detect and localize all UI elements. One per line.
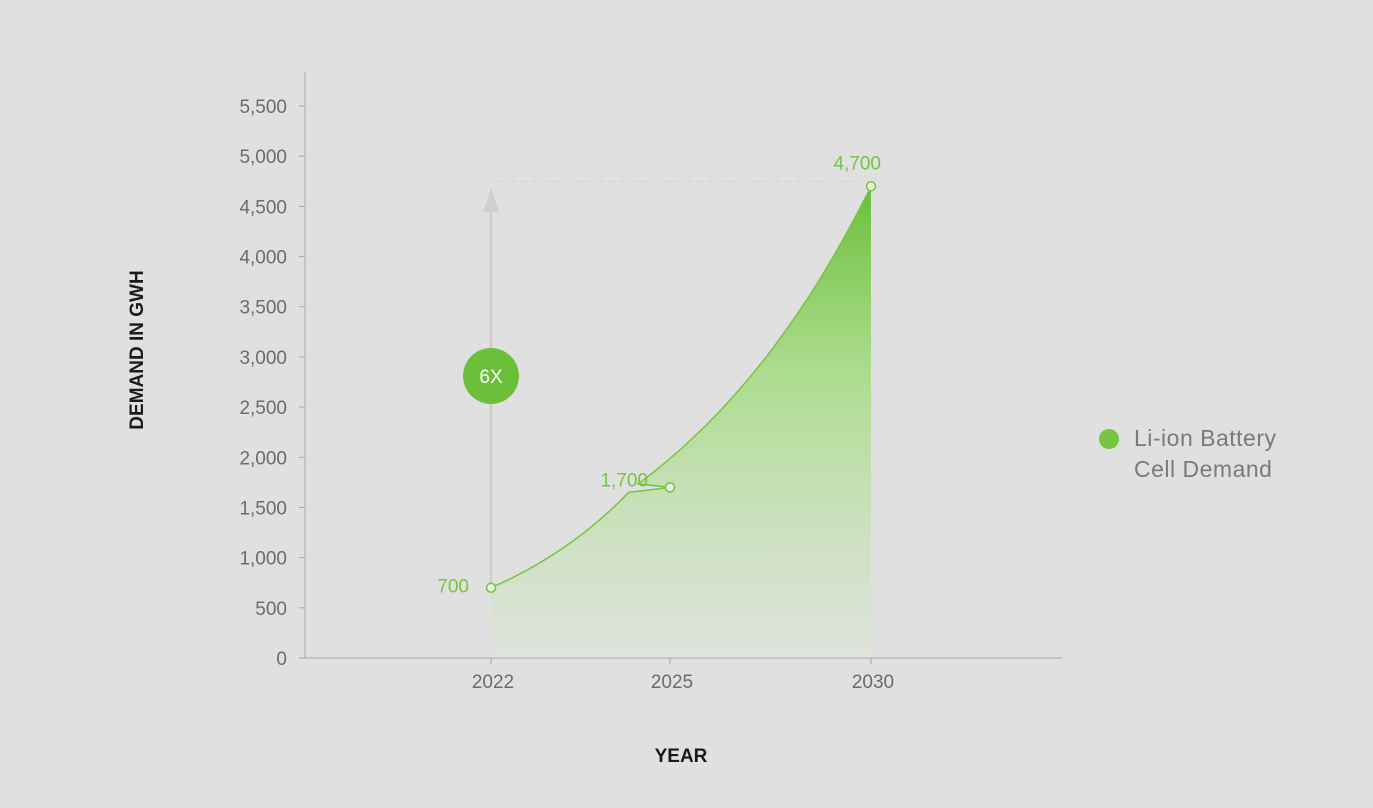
y-tick-label: 4,000 xyxy=(239,248,287,269)
x-tick-label: 2030 xyxy=(852,672,894,693)
legend: Li-ion Battery Cell Demand xyxy=(1099,425,1277,482)
data-point xyxy=(865,181,877,192)
growth-badge: 6X xyxy=(463,348,519,404)
series-area xyxy=(491,186,871,659)
data-label: 700 xyxy=(437,577,469,598)
y-tick-label: 1,500 xyxy=(239,498,287,519)
growth-arrow-head xyxy=(483,188,499,213)
y-tick-label: 3,500 xyxy=(239,298,287,319)
y-tick-label: 4,500 xyxy=(239,197,287,218)
legend-label-line1: Li-ion Battery xyxy=(1134,425,1277,451)
x-tick-label: 2025 xyxy=(651,672,693,693)
x-tick-label: 2022 xyxy=(472,672,514,693)
y-tick-label: 5,000 xyxy=(239,147,287,168)
growth-badge-text: 6X xyxy=(479,367,503,388)
data-label: 1,700 xyxy=(600,470,648,491)
y-tick-label: 2,500 xyxy=(239,398,287,419)
y-axis-title: DEMAND IN GWH xyxy=(127,270,148,429)
data-point xyxy=(664,482,676,493)
legend-marker xyxy=(1099,429,1119,449)
growth-badge-circle xyxy=(463,348,519,404)
y-axis-title-text: DEMAND IN GWH xyxy=(127,270,148,429)
data-point xyxy=(485,582,497,593)
y-tick-label: 3,000 xyxy=(239,348,287,369)
y-tick-label: 5,500 xyxy=(239,97,287,118)
y-tick-label: 2,000 xyxy=(239,448,287,469)
data-label: 4,700 xyxy=(833,153,881,174)
legend-label-line2: Cell Demand xyxy=(1134,456,1272,482)
y-tick-label: 0 xyxy=(276,649,287,670)
series-line xyxy=(490,185,872,589)
x-axis-title: YEAR xyxy=(655,746,708,767)
y-tick-label: 500 xyxy=(255,599,287,620)
y-tick-label: 1,000 xyxy=(239,549,287,570)
